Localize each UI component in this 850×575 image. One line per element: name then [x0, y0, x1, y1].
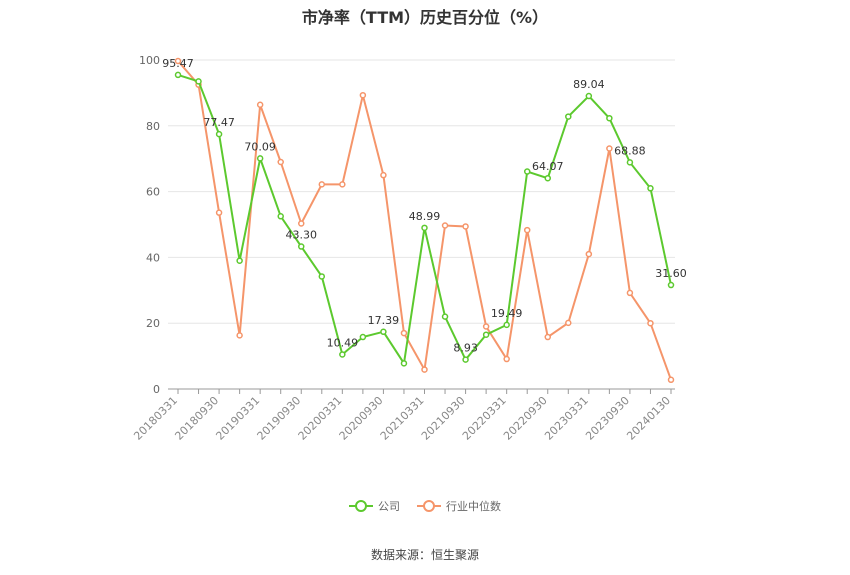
industry-data-point — [421, 366, 428, 373]
industry-data-point — [462, 223, 469, 230]
x-tick-label: 20190930 — [255, 394, 304, 443]
x-tick-label: 20200930 — [337, 394, 386, 443]
legend-company-marker — [355, 500, 367, 512]
x-tick-label: 20230331 — [542, 394, 591, 443]
industry-data-point — [400, 329, 408, 337]
industry-data-point — [256, 101, 264, 108]
company-data-point — [380, 328, 387, 336]
chart-title: 市净率（TTM）历史百分位（%） — [301, 8, 549, 27]
company-data-point — [215, 130, 223, 138]
industry-data-point — [544, 333, 551, 341]
company-data-point — [298, 243, 305, 250]
y-tick-label: 40 — [146, 251, 160, 264]
data-label: 95.47 — [162, 57, 194, 70]
industry-data-point — [667, 376, 675, 384]
y-tick-label: 60 — [146, 186, 160, 199]
company-data-point — [359, 333, 367, 341]
data-label: 17.39 — [368, 314, 400, 327]
industry-data-point — [565, 319, 572, 327]
company-data-point — [585, 92, 593, 100]
data-label: 43.30 — [286, 229, 318, 242]
company-data-point — [195, 78, 202, 85]
industry-data-point — [523, 226, 531, 234]
data-label: 8.93 — [453, 342, 478, 355]
legend-industry-label: 行业中位数 — [446, 499, 501, 513]
data-label: 19.49 — [491, 307, 523, 320]
company-data-point — [544, 174, 551, 182]
industry-data-point — [359, 91, 367, 99]
industry-data-point — [482, 323, 490, 330]
company-data-point — [339, 351, 346, 358]
company-data-point — [400, 360, 408, 367]
x-tick-label: 20220930 — [501, 394, 550, 443]
y-tick-label: 0 — [153, 383, 160, 396]
industry-data-point — [236, 332, 243, 339]
data-label: 31.60 — [655, 267, 687, 280]
industry-data-point — [277, 158, 284, 166]
x-tick-label: 20180930 — [172, 394, 221, 443]
data-label: 77.47 — [203, 116, 235, 129]
company-data-point — [606, 114, 613, 122]
industry-data-point — [585, 250, 593, 258]
data-source-note: 数据来源：恒生聚源 — [370, 548, 479, 562]
y-tick-label: 20 — [146, 317, 160, 330]
company-data-point — [626, 159, 634, 166]
company-data-point — [647, 185, 654, 192]
x-tick-label: 20180331 — [131, 394, 180, 443]
company-data-point — [565, 113, 572, 120]
industry-data-point — [339, 181, 346, 188]
legend-industry-marker — [423, 500, 435, 512]
data-label: 70.09 — [244, 140, 276, 153]
company-data-point — [441, 313, 449, 320]
company-data-point — [523, 168, 531, 175]
company-data-point — [667, 281, 675, 289]
company-data-point — [236, 257, 243, 264]
industry-data-point — [441, 222, 449, 229]
company-data-point — [277, 213, 284, 220]
industry-data-point — [298, 220, 305, 227]
industry-data-point — [503, 355, 510, 363]
legend-company-label: 公司 — [378, 500, 400, 513]
y-tick-label: 100 — [139, 54, 160, 67]
x-tick-label: 20210331 — [378, 394, 427, 443]
company-data-point — [482, 331, 490, 338]
company-data-point — [503, 321, 510, 329]
data-label: 64.07 — [532, 160, 564, 173]
industry-data-point — [626, 289, 634, 297]
data-label: 10.49 — [327, 336, 359, 349]
x-tick-label: 20230930 — [583, 394, 632, 443]
industry-data-point — [647, 319, 654, 327]
industry-data-point — [606, 145, 613, 152]
company-data-point — [318, 273, 326, 280]
industry-data-point — [215, 209, 223, 216]
company-data-point — [462, 356, 469, 363]
industry-data-point — [318, 181, 326, 188]
company-data-point — [174, 71, 182, 79]
x-tick-label: 20190331 — [213, 394, 262, 443]
x-tick-label: 20240130 — [624, 394, 673, 443]
x-tick-label: 20200331 — [296, 394, 345, 443]
company-data-point — [421, 224, 428, 232]
data-label: 68.88 — [614, 144, 646, 157]
x-tick-label: 20220331 — [460, 394, 509, 443]
y-tick-label: 80 — [146, 120, 160, 133]
company-data-point — [256, 155, 264, 162]
industry-data-point — [380, 171, 387, 179]
industry-data-point — [174, 57, 182, 65]
data-label: 89.04 — [573, 78, 605, 91]
x-tick-label: 20210930 — [419, 394, 468, 443]
data-label: 48.99 — [409, 210, 441, 223]
